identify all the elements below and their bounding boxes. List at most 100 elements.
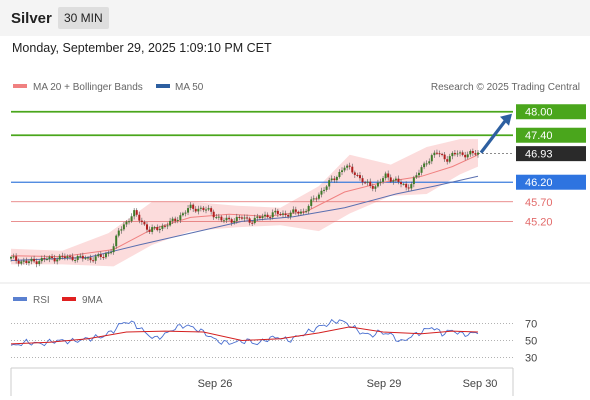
candle — [456, 150, 459, 157]
candle — [210, 206, 213, 215]
candle — [84, 255, 87, 260]
candle — [207, 205, 210, 212]
candle — [117, 227, 120, 238]
candle — [66, 254, 69, 261]
candle — [410, 181, 413, 191]
chart-header: Silver 30 MIN — [0, 0, 590, 36]
candle — [225, 214, 228, 224]
candle — [104, 251, 107, 260]
candle — [99, 251, 102, 260]
candle — [246, 214, 249, 221]
candle — [333, 175, 336, 183]
candle — [102, 254, 105, 260]
candle — [38, 259, 41, 267]
level-label-48-00-bg — [516, 104, 586, 120]
candle — [74, 257, 77, 264]
candle — [443, 151, 446, 162]
candle — [256, 213, 259, 221]
rsi-ma-line — [10, 326, 479, 345]
candle — [51, 253, 54, 261]
candle — [148, 226, 151, 235]
candle — [335, 175, 338, 183]
candle — [230, 217, 233, 226]
candle — [115, 234, 118, 249]
candle — [438, 150, 441, 158]
candle — [253, 214, 256, 225]
candle — [364, 180, 367, 185]
candle — [261, 213, 264, 221]
candle — [330, 175, 333, 182]
level-label-46-20-bg — [516, 174, 586, 190]
ma50-legend-swatch — [156, 84, 170, 88]
candle — [415, 172, 418, 179]
candle — [430, 153, 433, 165]
candle — [451, 151, 454, 160]
candle — [264, 211, 267, 220]
level-label-47-40: 47.40 — [525, 130, 553, 142]
candle — [328, 177, 331, 190]
candle — [222, 217, 225, 224]
candle — [205, 206, 208, 214]
candle — [20, 259, 23, 266]
candle — [397, 175, 400, 185]
x-tick-label: Sep 29 — [367, 378, 402, 390]
forecast-arrow-head — [500, 113, 512, 126]
rsi-tick-70: 70 — [525, 319, 537, 331]
candle — [320, 187, 323, 198]
candle — [181, 211, 184, 217]
candle — [471, 148, 474, 157]
candle — [446, 156, 449, 165]
candle — [197, 205, 200, 215]
candle — [271, 209, 274, 220]
candle — [189, 202, 192, 211]
candle — [145, 222, 148, 233]
candle — [53, 254, 56, 264]
candle — [323, 187, 326, 194]
candle — [315, 196, 318, 202]
candle — [17, 258, 20, 267]
candle — [428, 158, 431, 166]
candle — [284, 210, 287, 218]
instrument-title: Silver — [11, 10, 52, 27]
timeframe-badge[interactable]: 30 MIN — [58, 7, 109, 29]
candle — [176, 216, 179, 224]
x-tick-label: Sep 30 — [463, 378, 498, 390]
candle — [281, 210, 284, 218]
candle — [140, 217, 143, 225]
candle — [166, 222, 169, 230]
level-label-47-40-bg — [516, 127, 586, 143]
candle — [374, 185, 377, 192]
candle — [240, 215, 243, 221]
candle — [302, 208, 305, 215]
candle — [469, 149, 472, 157]
candle — [43, 254, 46, 263]
timestamp: Monday, September 29, 2025 1:09:10 PM CE… — [12, 41, 272, 55]
candle — [69, 254, 72, 260]
candle — [243, 214, 246, 222]
candle — [358, 172, 361, 181]
candle — [464, 151, 467, 161]
candle — [163, 224, 166, 229]
candle — [238, 214, 241, 221]
candle — [346, 163, 349, 171]
candle — [325, 184, 328, 192]
candle — [287, 213, 290, 219]
rsi-ma-legend-label: 9MA — [82, 295, 103, 306]
candle — [433, 150, 436, 158]
candle — [341, 167, 344, 176]
candle — [279, 212, 282, 216]
candle — [135, 208, 138, 217]
candle — [97, 252, 100, 258]
candle — [233, 218, 236, 225]
candle — [294, 206, 297, 215]
candle — [289, 210, 292, 220]
candle — [292, 206, 295, 214]
candle — [366, 179, 369, 186]
candle — [212, 209, 215, 220]
candle — [338, 169, 341, 179]
candle — [63, 253, 66, 261]
candle — [317, 192, 320, 201]
candle — [138, 211, 141, 224]
candle — [405, 181, 408, 191]
